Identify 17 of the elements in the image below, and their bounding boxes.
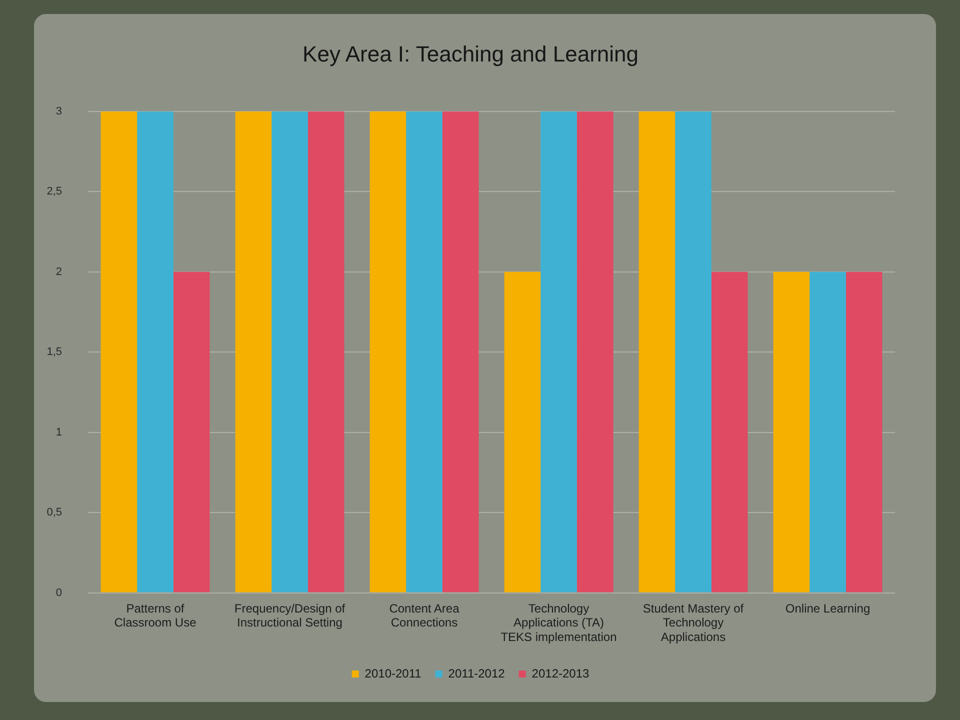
y-tick-label: 0,5 xyxy=(46,506,62,519)
y-tick-label: 0 xyxy=(56,586,62,599)
x-tick-label: Patterns of Classroom Use xyxy=(114,601,197,630)
y-tick-label: 2,5 xyxy=(46,186,62,198)
x-tick-label: Content Area Connections xyxy=(389,601,460,630)
x-tick-label: Frequency/Design of Instructional Setting xyxy=(234,601,346,630)
x-tick-label: Technology Applications (TA) TEKS implementation xyxy=(500,601,617,644)
chart-title: Key Area I: Teaching and Learning xyxy=(302,41,638,66)
x-tick-label: Student Mastery of Technology Applications xyxy=(642,601,744,644)
y-tick-label: 1,5 xyxy=(46,346,62,358)
legend-label: 2012-2013 xyxy=(532,666,590,680)
legend-label: 2010-2011 xyxy=(364,666,422,680)
x-tick-label: Online Learning xyxy=(785,601,870,616)
legend-label: 2011-2012 xyxy=(448,666,506,680)
y-tick-label: 3 xyxy=(56,105,62,118)
y-tick-label: 1 xyxy=(56,426,62,438)
y-tick-label: 2 xyxy=(56,266,62,278)
